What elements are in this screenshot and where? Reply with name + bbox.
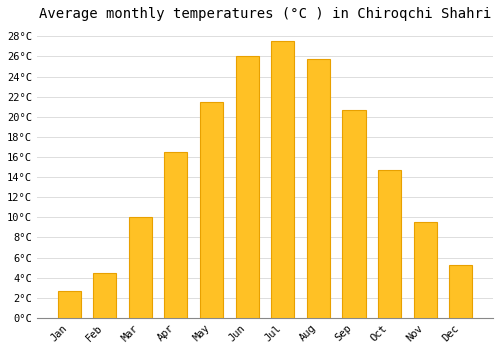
Bar	[271, 41, 294, 318]
Bar	[342, 110, 365, 318]
Bar	[128, 217, 152, 318]
Title: Average monthly temperatures (°C ) in Chiroqchi Shahri: Average monthly temperatures (°C ) in Ch…	[39, 7, 491, 21]
Bar	[200, 102, 223, 318]
Bar	[93, 273, 116, 318]
Bar	[307, 60, 330, 318]
Bar	[414, 222, 436, 318]
Bar	[236, 56, 258, 318]
Bar	[164, 152, 188, 318]
Bar	[58, 291, 80, 318]
Bar	[449, 265, 472, 318]
Bar	[378, 170, 401, 318]
